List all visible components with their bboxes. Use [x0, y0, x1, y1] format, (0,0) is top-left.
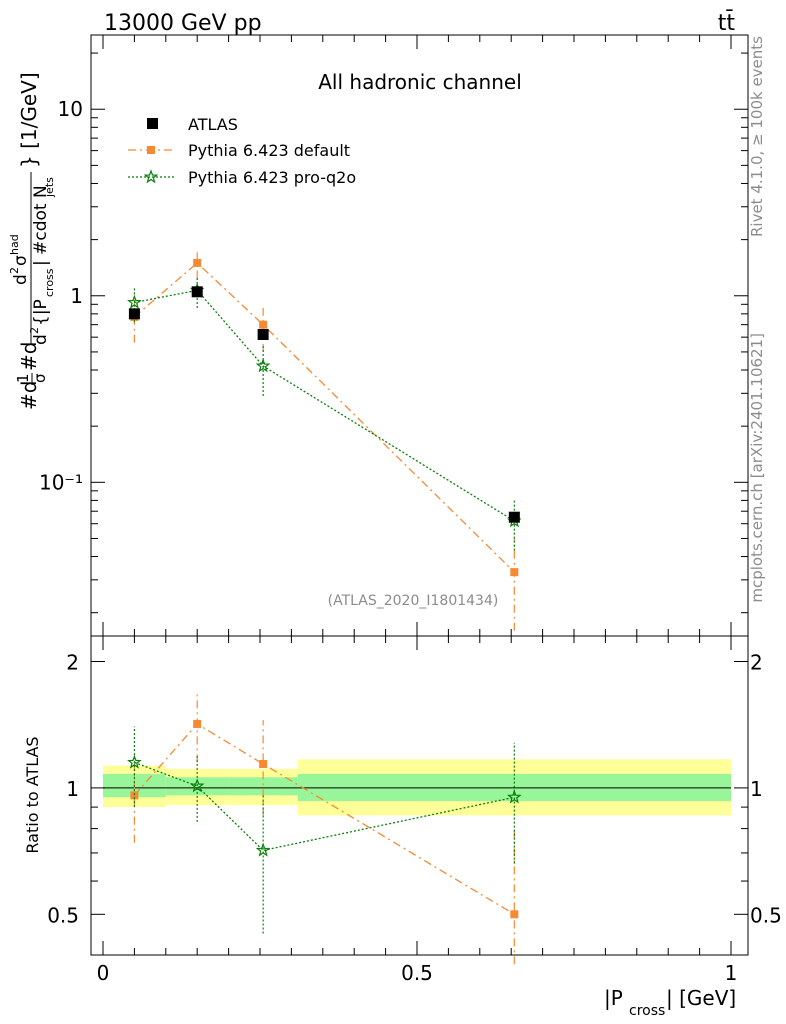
svg-text:cross: cross: [43, 268, 56, 297]
svg-text:d: d: [31, 334, 51, 345]
main-title: All hadronic channel: [318, 70, 522, 94]
ratio-ytick-label-right: 0.5: [750, 903, 782, 927]
series-line: [133, 262, 515, 573]
atlas-point: [191, 286, 203, 298]
ratio-series-point: [255, 842, 271, 857]
series-point: [259, 320, 268, 329]
legend-entry: Pythia 6.423 default: [188, 141, 350, 160]
ratio-series-point: [193, 719, 202, 728]
xlabel-part: | [GeV]: [666, 986, 736, 1010]
header-collision-label: 13000 GeV pp: [104, 11, 262, 36]
svg-text:2: 2: [28, 327, 41, 334]
xlabel-part: |P: [604, 986, 623, 1010]
xlabel-subscript: cross: [629, 1003, 665, 1019]
ratio-panel: 0.5 0.5 1 1 2 2 0 0.5 1 Ratio to ATLAS |P cross| [G…: [23, 635, 782, 1019]
svg-text:σ: σ: [11, 255, 31, 266]
svg-text:2: 2: [8, 267, 21, 274]
ratio-series-point: [130, 791, 139, 800]
ratio-frame: [90, 635, 749, 956]
ratio-series-line: [134, 761, 515, 852]
analysis-id-label: (ATLAS_2020_I1801434): [328, 593, 499, 609]
svg-text:{|P: {|P: [31, 299, 51, 326]
header-process-label: tt̄: [718, 10, 736, 36]
svg-text:σ: σ: [31, 373, 49, 383]
ratio-series-point: [506, 789, 522, 804]
uncertainty-band-inner: [165, 777, 229, 796]
ratio-ytick-label-right: 1: [750, 777, 763, 801]
ratio-xtick-label: 0.5: [401, 961, 433, 985]
atlas-point: [257, 328, 269, 340]
ratio-xtick-label: 0: [97, 961, 110, 985]
legend-marker-atlas: [147, 118, 158, 129]
svg-text:} [1/GeV]: } [1/GeV]: [17, 72, 41, 168]
main-ylabel: #d 1 σ #d d 2 {|P cross | #cdot N jets d…: [8, 72, 56, 410]
legend-entry: Pythia 6.423 pro-q2o: [188, 168, 356, 187]
ratio-series-point: [259, 760, 268, 769]
ratio-ytick-label-right: 2: [750, 650, 763, 674]
svg-text:had: had: [8, 234, 21, 255]
series-point: [255, 358, 271, 373]
main-ytick-label: 10⁻¹: [39, 470, 83, 494]
ratio-series-point: [510, 910, 519, 919]
ratio-series-line: [133, 723, 515, 915]
ratio-series-point: [127, 754, 142, 769]
svg-text:| #cdot N: | #cdot N: [31, 185, 51, 266]
svg-text:#d: #d: [17, 381, 41, 410]
legend-entry: ATLAS: [188, 115, 238, 134]
ratio-ylabel: Ratio to ATLAS: [23, 736, 42, 853]
ratio-ytick-label-left: 0.5: [47, 903, 79, 927]
atlas-point: [508, 511, 520, 523]
rivet-version-label: Rivet 4.1.0, ≥ 100k events: [748, 36, 766, 237]
ratio-ytick-label-left: 2: [66, 650, 79, 674]
svg-text:d: d: [11, 274, 31, 285]
main-panel: 10⁻¹ 1 10 All hadronic channel (ATLAS_2020_I…: [39, 34, 749, 637]
main-ytick-label: 10: [58, 97, 83, 121]
legend-marker-default: [147, 146, 155, 154]
series-line: [134, 289, 515, 522]
svg-text:#d: #d: [17, 342, 41, 371]
mcplots-label: mcplots.cern.ch [arXiv:2401.10621]: [748, 333, 766, 603]
atlas-point: [128, 308, 140, 320]
ratio-xtick-label: 1: [725, 961, 738, 985]
series-point: [510, 568, 519, 577]
svg-text:jets: jets: [43, 177, 56, 198]
main-ytick-label: 1: [70, 284, 83, 308]
ratio-ytick-label-left: 1: [66, 777, 79, 801]
series-point: [193, 258, 202, 267]
ratio-series-point: [189, 778, 205, 793]
svg-text:1: 1: [14, 373, 32, 383]
series-point: [127, 294, 142, 309]
xaxis-label: |P cross| [GeV]: [604, 986, 736, 1019]
uncertainty-band-inner: [228, 777, 298, 796]
legend-marker-pro-q2o: [143, 169, 159, 184]
